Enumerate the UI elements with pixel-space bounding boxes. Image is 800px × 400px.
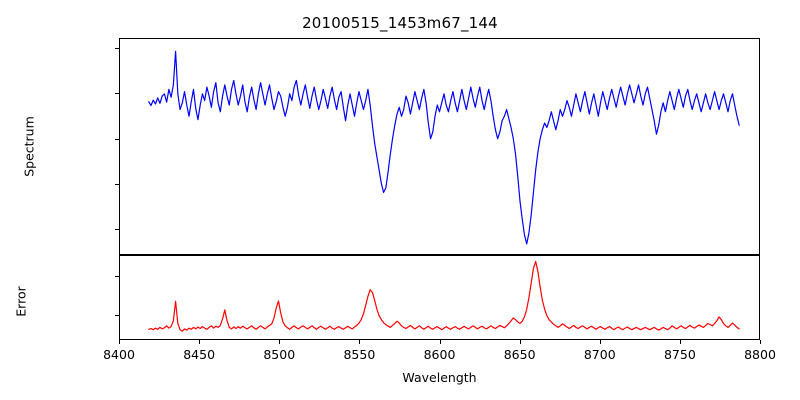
spectrum-y-tick-mark [115,138,119,140]
spectrum-panel [119,38,760,255]
x-tick-label: 8500 [263,347,296,362]
spectrum-y-tick-mark [115,93,119,95]
x-tick-label: 8750 [663,347,696,362]
spectrum-data-line [149,51,739,244]
spectrum-y-axis-ticks: 0.40.60.81.01.2 [0,38,106,255]
x-tick-mark [439,340,441,344]
spectrum-y-axis-label: Spectrum [21,116,37,177]
x-tick-mark [760,340,762,344]
error-line-plot [120,256,759,339]
x-tick-mark [519,340,521,344]
x-tick-mark [119,340,121,344]
x-tick-label: 8800 [744,347,776,362]
x-tick-mark [199,340,201,344]
x-tick-mark [359,340,361,344]
x-tick-mark [679,340,681,344]
error-y-tick-mark [115,275,119,277]
spectrum-y-tick-mark [115,48,119,50]
x-tick-label: 8450 [183,347,216,362]
error-panel [119,255,760,340]
x-axis-label: Wavelength [402,370,477,385]
x-tick-label: 8550 [343,347,376,362]
error-data-line [149,261,739,331]
error-y-tick-mark [115,315,119,317]
x-tick-label: 8700 [583,347,616,362]
x-tick-label: 8400 [103,347,135,362]
x-tick-label: 8600 [423,347,456,362]
spectrum-y-tick-mark [115,229,119,231]
page-title: 20100515_1453m67_144 [302,14,498,32]
error-y-axis-label: Error [13,286,29,317]
x-tick-mark [599,340,601,344]
x-tick-mark [279,340,281,344]
x-tick-label: 8650 [503,347,536,362]
spectrum-y-tick-mark [115,183,119,185]
spectrum-line-plot [120,39,759,254]
